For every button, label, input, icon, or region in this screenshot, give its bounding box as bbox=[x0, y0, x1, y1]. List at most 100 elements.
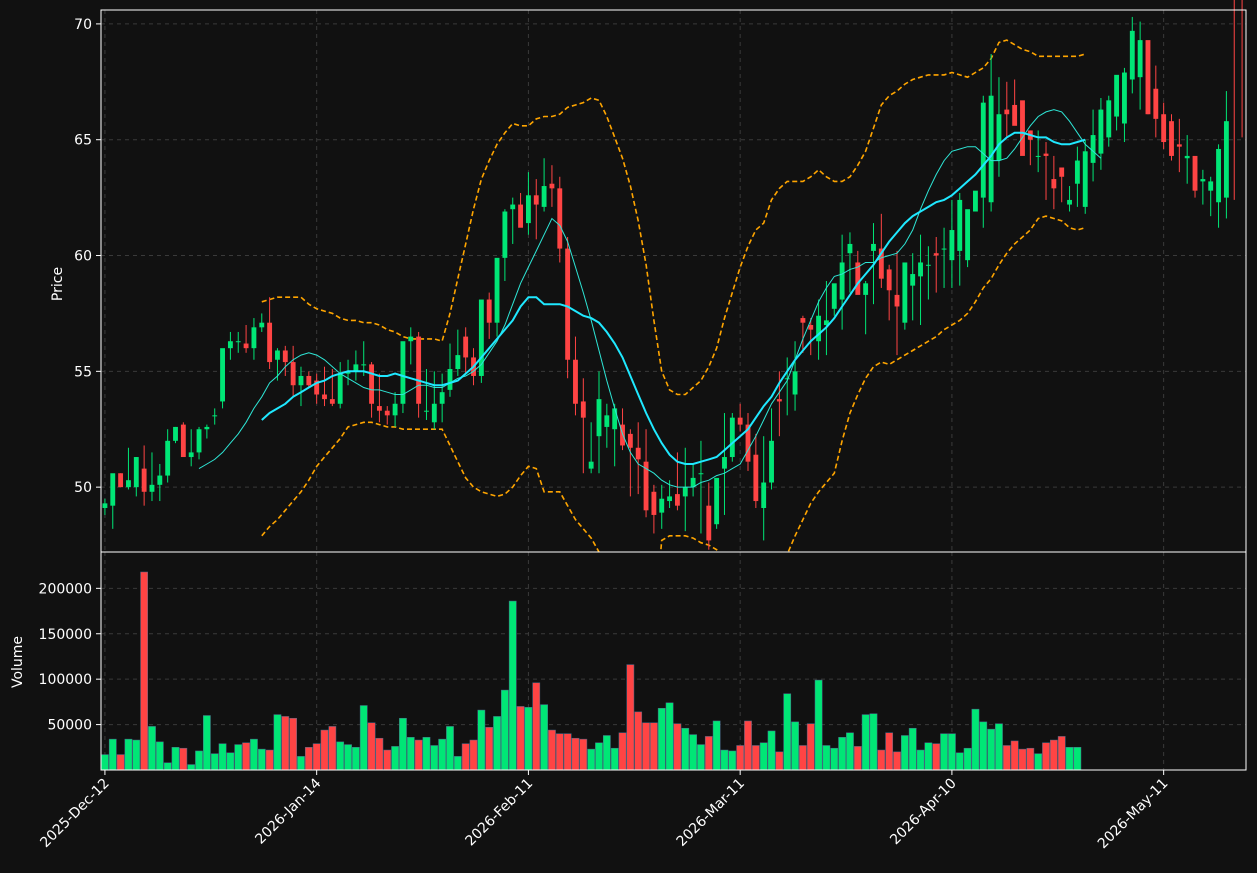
volume-bar bbox=[250, 738, 258, 771]
volume-bar bbox=[344, 744, 352, 771]
ma-fast-line bbox=[198, 109, 1102, 488]
volume-bar bbox=[869, 713, 878, 771]
volume-bar bbox=[712, 720, 721, 771]
candle-body bbox=[714, 477, 720, 525]
candle-body bbox=[463, 336, 469, 358]
volume-bar bbox=[446, 726, 454, 771]
volume-bar bbox=[814, 679, 823, 771]
candle-body bbox=[784, 378, 790, 380]
candle-body bbox=[1145, 40, 1151, 115]
volume-bar bbox=[532, 682, 541, 771]
volume-bar bbox=[681, 727, 690, 771]
candle-body bbox=[1192, 155, 1198, 191]
candle-body bbox=[212, 415, 218, 417]
volume-bar bbox=[963, 747, 972, 771]
volume-bar bbox=[979, 721, 988, 771]
candle-body bbox=[267, 322, 273, 363]
candle-body bbox=[1106, 100, 1112, 138]
candle-body bbox=[565, 248, 571, 360]
candle-body bbox=[110, 473, 116, 506]
volume-bar bbox=[650, 722, 658, 771]
candle-body bbox=[196, 429, 202, 453]
volume-bar bbox=[516, 706, 525, 771]
candle-body bbox=[275, 350, 280, 360]
candle-body bbox=[1208, 181, 1214, 191]
volume-bar bbox=[916, 749, 925, 771]
candle-body bbox=[745, 424, 751, 462]
volume-bar bbox=[642, 722, 650, 771]
volume-bar bbox=[634, 711, 643, 771]
candle-body bbox=[1098, 109, 1104, 154]
candle-body bbox=[1059, 167, 1065, 177]
candle-body bbox=[1074, 160, 1080, 184]
candle-body bbox=[839, 262, 845, 300]
candle-body bbox=[957, 199, 963, 251]
candle-body bbox=[502, 211, 508, 258]
candle-body bbox=[314, 380, 320, 395]
candle-body bbox=[369, 364, 374, 404]
volume-bar bbox=[987, 728, 995, 771]
candle-body bbox=[918, 262, 923, 277]
candle-body bbox=[925, 264, 931, 266]
candle-body bbox=[847, 243, 853, 254]
candle-body bbox=[831, 283, 837, 309]
volume-bar bbox=[932, 743, 941, 771]
candle-body bbox=[910, 274, 916, 286]
candle-body bbox=[643, 461, 649, 511]
candle-body bbox=[188, 452, 194, 458]
candle-body bbox=[306, 375, 312, 386]
candle-body bbox=[980, 102, 986, 198]
candle-body bbox=[816, 315, 822, 342]
volume-bar bbox=[908, 727, 917, 771]
volume-bar bbox=[1073, 747, 1082, 771]
bollinger-bands bbox=[261, 39, 1086, 552]
candles bbox=[102, 0, 1243, 550]
candle-body bbox=[1223, 121, 1229, 198]
volume-bar bbox=[822, 745, 831, 771]
candle-body bbox=[204, 426, 210, 430]
volume-bar bbox=[195, 750, 203, 771]
candle-body bbox=[235, 341, 241, 343]
volume-bar bbox=[995, 723, 1003, 771]
volume-bar bbox=[1042, 742, 1050, 771]
candle-body bbox=[1035, 155, 1041, 157]
candle-body bbox=[141, 468, 147, 492]
volume-bar bbox=[132, 739, 141, 771]
candle-body bbox=[776, 399, 782, 402]
volume-bar bbox=[304, 747, 313, 771]
volume-bar bbox=[312, 743, 321, 771]
candle-body bbox=[384, 410, 390, 416]
candle-body bbox=[518, 204, 524, 228]
volume-bar bbox=[900, 735, 909, 771]
volume-bar bbox=[1065, 747, 1074, 771]
volume-bar bbox=[799, 745, 807, 771]
candle-body bbox=[1216, 148, 1221, 203]
volume-bar bbox=[367, 722, 376, 771]
candle-body bbox=[173, 426, 178, 441]
candle-body bbox=[494, 257, 500, 323]
volume-bar bbox=[297, 756, 305, 771]
candle-body bbox=[525, 195, 531, 224]
candle-body bbox=[690, 477, 696, 488]
candle-body bbox=[431, 403, 437, 423]
band-lower-line bbox=[261, 215, 1086, 552]
candle-body bbox=[1161, 114, 1167, 143]
volume-bar bbox=[116, 754, 125, 771]
volume-bar bbox=[602, 735, 611, 771]
candle-body bbox=[298, 375, 304, 386]
candle-body bbox=[635, 447, 641, 460]
candle-body bbox=[667, 496, 673, 502]
volume-bar bbox=[587, 748, 596, 771]
volume-bar bbox=[673, 723, 682, 771]
candle-body bbox=[392, 403, 398, 416]
candle-body bbox=[243, 343, 249, 349]
volume-bar bbox=[485, 727, 494, 771]
candle-body bbox=[361, 364, 367, 366]
volume-axis-label: Volume bbox=[10, 636, 26, 688]
candle-body bbox=[1012, 104, 1018, 126]
volume-bar bbox=[767, 730, 776, 771]
volume-bar bbox=[759, 742, 768, 771]
moving-averages bbox=[198, 109, 1102, 488]
candle-body bbox=[729, 417, 735, 458]
candle-body bbox=[1082, 151, 1088, 207]
